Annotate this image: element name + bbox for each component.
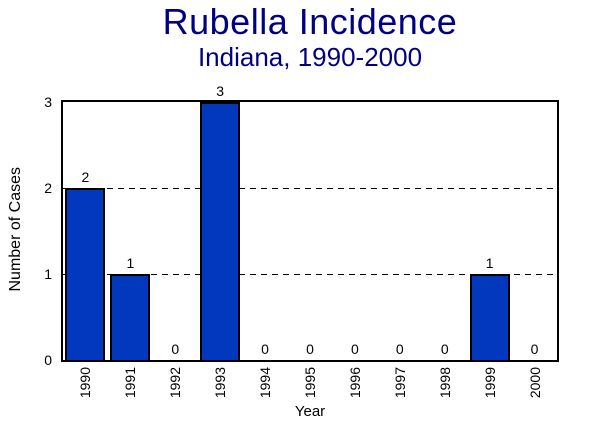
bar-value-label: 0: [306, 341, 314, 357]
bar-1993: [200, 102, 241, 360]
bar-value-label: 0: [395, 341, 404, 357]
x-tick-label-1996: 1996: [346, 367, 363, 399]
bar-value-label: 3: [216, 83, 225, 99]
chart-header: Rubella Incidence Indiana, 1990-2000: [10, 1, 610, 73]
x-tick-label-1999: 1999: [481, 367, 498, 399]
gridline-y1: [63, 273, 557, 275]
bar-value-label: 0: [261, 341, 269, 357]
gridline-y2: [63, 187, 557, 189]
x-tick-label-1992: 1992: [167, 367, 184, 399]
bar-1990: [65, 188, 106, 360]
bar-value-label: 1: [126, 255, 135, 271]
x-tick-label-1994: 1994: [257, 367, 274, 399]
bar-value-label: 1: [485, 255, 494, 271]
x-tick-label-1991: 1991: [122, 367, 139, 399]
x-tick-label-1998: 1998: [436, 367, 453, 399]
y-tick-label-1: 1: [44, 266, 52, 282]
bar-value-label: 0: [351, 341, 359, 357]
chart-subtitle: Indiana, 1990-2000: [197, 42, 423, 72]
x-tick-label-1993: 1993: [212, 367, 229, 399]
x-tick-label-1997: 1997: [391, 367, 408, 399]
x-tick-label-2000: 2000: [526, 367, 543, 399]
plot-area: 2 1 0 3 0 0 0 0 0 1 0: [61, 84, 559, 362]
chart-title: Rubella Incidence: [162, 1, 458, 42]
x-axis-title: Year: [294, 403, 326, 420]
y-tick-label-2: 2: [44, 180, 52, 196]
bar-1999: [469, 274, 510, 360]
bar-value-label: 0: [530, 341, 539, 357]
bar-value-label: 2: [81, 169, 90, 185]
x-tick-label-1990: 1990: [77, 367, 94, 399]
bar-value-label: 0: [440, 341, 449, 357]
bar-value-label: 0: [171, 341, 180, 357]
x-tick-label-1995: 1995: [302, 367, 318, 399]
bar-1991: [110, 274, 151, 360]
y-tick-label-3: 3: [44, 94, 52, 110]
y-tick-label-0: 0: [44, 352, 52, 368]
